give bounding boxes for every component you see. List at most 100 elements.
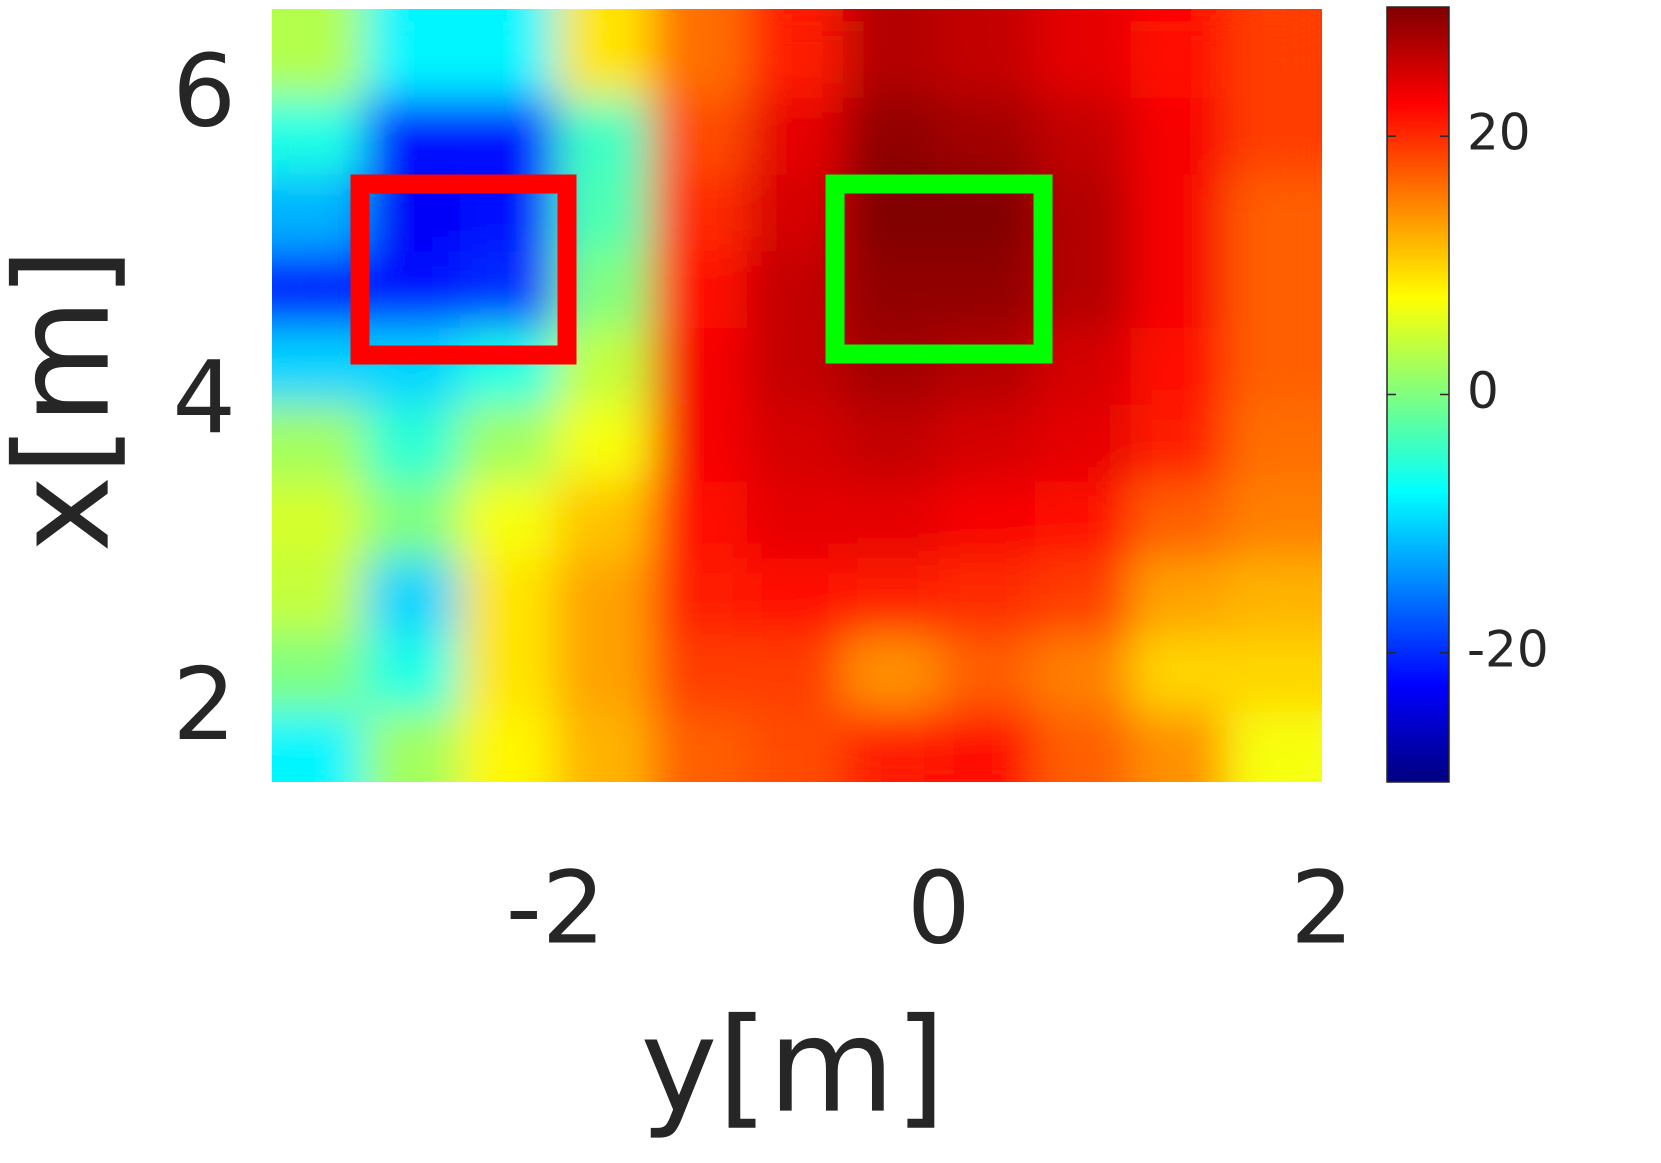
heat-cell — [1226, 481, 1322, 559]
x-tick-label: -2 — [506, 849, 606, 966]
heat-cell — [1226, 328, 1322, 406]
heat-cell — [1130, 251, 1227, 329]
heat-cell — [1226, 404, 1322, 482]
heat-cell — [1130, 174, 1227, 252]
heat-cell — [842, 97, 940, 176]
plot-area — [272, 21, 1322, 782]
heat-cell — [938, 251, 1036, 329]
heat-cell — [555, 481, 652, 559]
heat-cell — [272, 404, 365, 482]
heat-cell — [272, 97, 365, 176]
heatmap — [272, 21, 1322, 782]
heat-cell — [1034, 21, 1131, 99]
heat-cell — [555, 634, 652, 712]
heat-cell — [1034, 634, 1131, 712]
heat-cell — [747, 404, 844, 482]
heat-cell — [272, 634, 365, 712]
heat-cell — [747, 711, 844, 782]
heat-cell — [651, 711, 748, 782]
heat-cell — [555, 97, 652, 176]
heat-cell — [1034, 97, 1131, 176]
heat-cell — [842, 21, 940, 99]
heat-cell — [555, 404, 652, 482]
heat-cell — [1034, 711, 1131, 782]
heat-cell — [842, 328, 940, 406]
highlight-box-green — [825, 174, 1053, 364]
heat-cell — [1130, 21, 1227, 99]
heat-cell — [1034, 404, 1131, 482]
x-tick-label: 0 — [907, 849, 971, 966]
heat-cell — [363, 97, 461, 176]
heat-cell — [938, 97, 1036, 176]
heat-cell — [938, 21, 1036, 99]
heat-cell — [459, 711, 557, 782]
heat-cell — [555, 558, 652, 636]
heat-cell — [1226, 97, 1322, 176]
colorbar — [1386, 6, 1450, 783]
heat-cell — [651, 97, 748, 176]
heat-cell — [747, 558, 844, 636]
y-tick-label: 2 — [172, 646, 236, 763]
heat-cell — [747, 481, 844, 559]
heat-cell — [938, 558, 1036, 636]
heat-cell — [1130, 97, 1227, 176]
y-axis-label: x[m] — [0, 247, 139, 552]
colorbar-tick-label: 0 — [1467, 362, 1499, 420]
heat-cell — [459, 404, 557, 482]
heat-cell — [842, 634, 940, 712]
colorbar-tick-label: 20 — [1467, 104, 1531, 162]
heat-cell — [651, 558, 748, 636]
colorbar-tick-label: -20 — [1467, 620, 1549, 678]
heat-cell — [651, 251, 748, 329]
heat-cell — [272, 328, 365, 406]
y-tick-label: 4 — [172, 339, 236, 456]
heat-cell — [363, 251, 461, 329]
heat-cell — [1034, 481, 1131, 559]
heat-cell — [555, 711, 652, 782]
heat-cell — [459, 21, 557, 99]
heat-cell — [1226, 251, 1322, 329]
heat-cell — [363, 481, 461, 559]
heat-cell — [272, 711, 365, 782]
heat-cell — [363, 711, 461, 782]
y-tick-label: 6 — [172, 32, 236, 149]
heat-cell — [272, 174, 365, 252]
heat-cell — [842, 481, 940, 559]
heat-cell — [938, 481, 1036, 559]
heat-cell — [1226, 174, 1322, 252]
heat-cell — [363, 21, 461, 99]
heat-cell — [747, 97, 844, 176]
x-tick-label: 2 — [1290, 849, 1354, 966]
heat-cell — [1226, 634, 1322, 712]
heat-cell — [747, 634, 844, 712]
heat-cell — [272, 558, 365, 636]
heat-cell — [459, 97, 557, 176]
highlight-box-red — [350, 174, 577, 365]
heat-cell — [459, 634, 557, 712]
heat-cell — [555, 21, 652, 99]
heat-cell — [651, 404, 748, 482]
heat-cell — [363, 558, 461, 636]
heat-cell — [363, 328, 461, 406]
heat-cell — [272, 251, 365, 329]
heat-cell — [272, 481, 365, 559]
heat-cell — [651, 174, 748, 252]
heat-cell — [651, 21, 748, 99]
heat-cell — [938, 404, 1036, 482]
heat-cell — [651, 481, 748, 559]
heat-cell — [363, 634, 461, 712]
heat-cell — [1226, 711, 1322, 782]
heat-cell — [842, 404, 940, 482]
heat-cell — [938, 711, 1036, 782]
heat-cell — [1226, 558, 1322, 636]
heat-cell — [1034, 558, 1131, 636]
heat-cell — [842, 558, 940, 636]
x-axis-label: y[m] — [640, 990, 945, 1142]
heat-cell — [1130, 711, 1227, 782]
heat-cell — [1130, 404, 1227, 482]
heat-cell — [1130, 481, 1227, 559]
heat-cell — [842, 251, 940, 329]
heat-cell — [938, 328, 1036, 406]
heat-cell — [1130, 634, 1227, 712]
